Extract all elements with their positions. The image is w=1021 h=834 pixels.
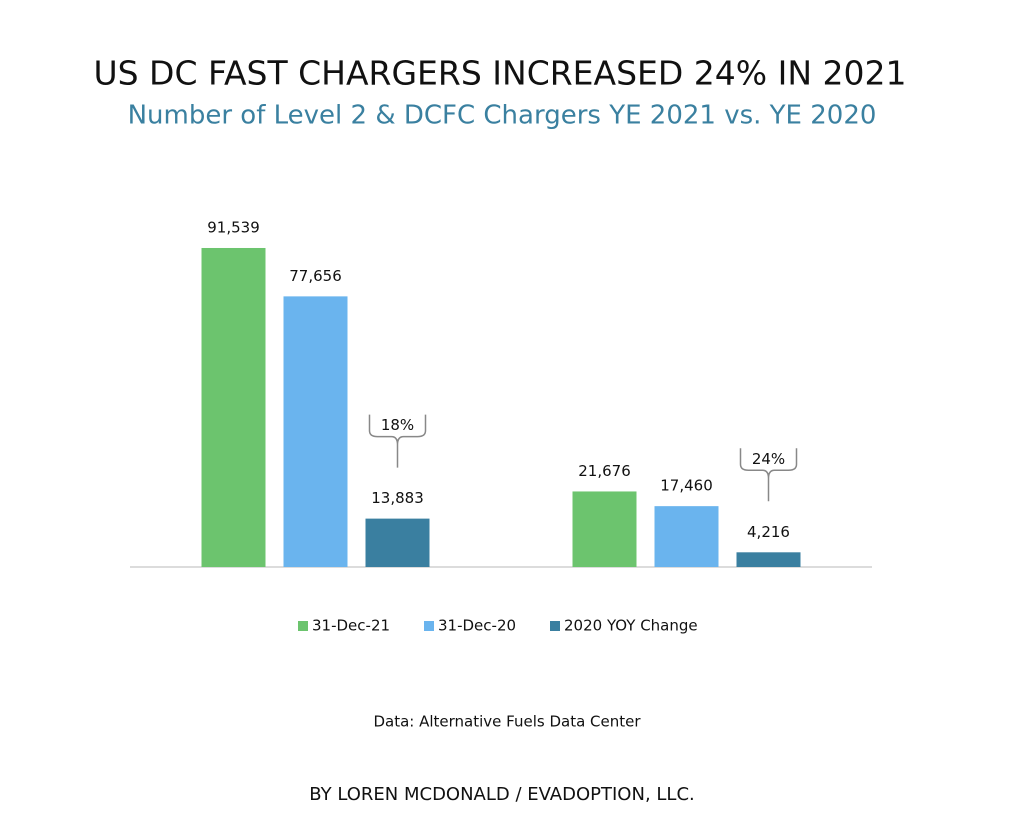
value-label: 17,460 — [660, 477, 713, 495]
legend-label: 31-Dec-21 — [312, 617, 390, 635]
annotation: 24% — [752, 450, 785, 468]
brace — [368, 414, 427, 468]
legend-swatch — [298, 621, 308, 631]
value-label: 91,539 — [207, 218, 260, 236]
legend-swatch — [424, 621, 434, 631]
bar — [365, 518, 430, 567]
value-label: 77,656 — [289, 267, 342, 285]
chart-title: US DC FAST CHARGERS INCREASED 24% IN 202… — [93, 54, 906, 93]
value-label: 13,883 — [371, 489, 424, 507]
byline: BY LOREN MCDONALD / EVADOPTION, LLC. — [309, 784, 694, 805]
brace — [739, 448, 798, 502]
bar — [283, 296, 348, 567]
value-label: 4,216 — [747, 523, 790, 541]
source-note: Data: Alternative Fuels Data Center — [373, 713, 641, 731]
value-label: 21,676 — [578, 462, 631, 480]
bar — [654, 506, 719, 567]
annotation: 18% — [381, 416, 414, 434]
chart-subtitle: Number of Level 2 & DCFC Chargers YE 202… — [128, 101, 877, 131]
legend-swatch — [550, 621, 560, 631]
bar — [736, 552, 801, 567]
bar — [572, 491, 637, 567]
legend-label: 2020 YOY Change — [564, 617, 698, 635]
legend-label: 31-Dec-20 — [438, 617, 516, 635]
bar — [201, 247, 266, 568]
